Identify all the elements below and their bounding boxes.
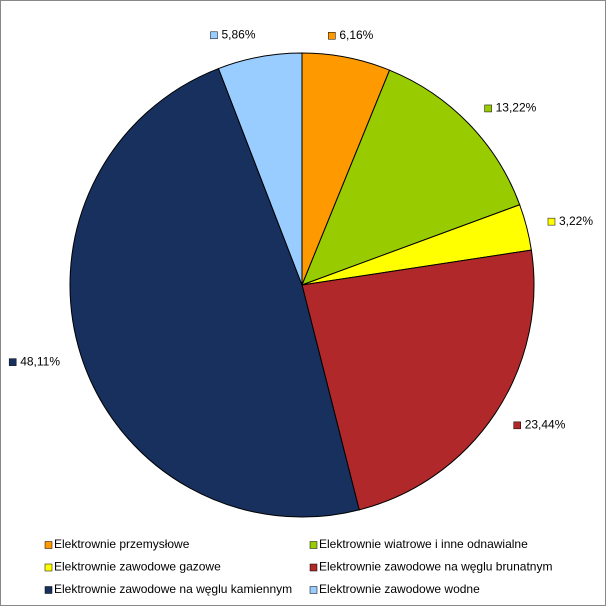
pie-slice bbox=[217, 52, 303, 286]
data-label-marker bbox=[484, 104, 492, 113]
legend-marker bbox=[309, 563, 318, 572]
legend-label: Elektrownie zawodowe gazowe bbox=[54, 560, 221, 574]
pie-slice bbox=[301, 249, 535, 511]
legend-label: Elektrownie wiatrowe i inne odnawialne bbox=[319, 537, 528, 551]
data-label-marker bbox=[513, 421, 521, 430]
pie-slice bbox=[301, 69, 521, 286]
data-label: 6,16% bbox=[339, 28, 373, 42]
data-label-marker bbox=[547, 217, 556, 226]
legend-marker bbox=[44, 563, 53, 572]
legend-marker bbox=[309, 586, 318, 594]
pie-slice bbox=[69, 67, 360, 518]
data-label-marker bbox=[328, 31, 336, 40]
legend-label: Elektrownie zawodowe na węglu kamiennym bbox=[54, 582, 292, 596]
data-label: 3,22% bbox=[559, 214, 593, 228]
legend-marker bbox=[44, 541, 53, 549]
legend-marker bbox=[44, 586, 53, 594]
data-label: 48,11% bbox=[20, 354, 60, 368]
legend-label: Elektrownie zawodowe na węglu brunatnym bbox=[319, 560, 552, 574]
data-label: 13,22% bbox=[496, 101, 537, 115]
data-label: 23,44% bbox=[525, 418, 566, 432]
data-label-marker bbox=[210, 31, 218, 40]
legend-label: Elektrownie przemysłowe bbox=[54, 537, 190, 551]
legend-marker bbox=[309, 541, 318, 549]
legend-label: Elektrownie zawodowe wodne bbox=[319, 582, 480, 596]
data-label: 5,86% bbox=[221, 27, 255, 41]
data-label-marker bbox=[8, 358, 17, 366]
